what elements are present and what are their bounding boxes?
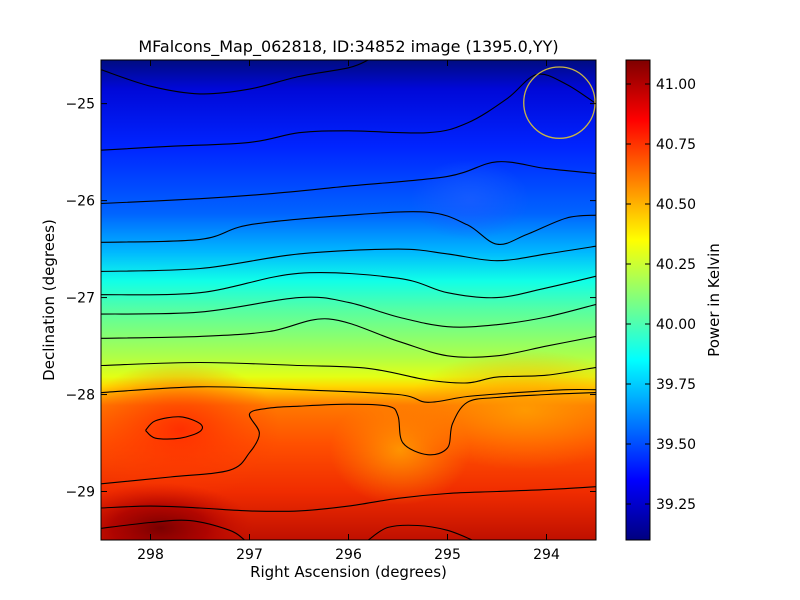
y-tick-label: −29 [65,485,95,501]
plot-area [101,60,596,540]
colorbar-tick-label: 39.75 [656,377,696,393]
colorbar-tick-label: 40.50 [656,197,696,213]
colorbar-tick-label: 41.00 [656,77,696,93]
contour-line-1 [101,60,369,95]
contour-line-14 [101,519,245,540]
x-axis: 298 297 296 295 294 [137,60,560,563]
heatmap-warm-region [101,360,280,500]
x-tick-label: 296 [335,547,362,563]
heatmap-blue-region [410,160,530,240]
chart-title: MFalcons_Map_062818, ID:34852 image (139… [138,37,558,57]
colorbar-tick-label: 39.25 [656,497,696,513]
contour-lines [101,60,596,540]
y-axis-label: Declination (degrees) [40,219,58,381]
x-tick-label: 298 [137,547,164,563]
colorbar-tick-label: 40.75 [656,137,696,153]
contour-line-5 [101,245,596,272]
y-tick-label: −25 [65,97,95,113]
contour-line-2 [101,73,596,151]
contour-line-13 [101,486,596,512]
colorbar-ticks: 39.25 39.50 39.75 40.00 40.25 40.50 40.75 41.00 [626,77,696,513]
y-tick-label: −28 [65,388,95,404]
colorbar-label: Power in Kelvin [705,243,723,357]
contour-line-7 [101,296,596,328]
colorbar-gradient-bar [626,60,650,540]
colorbar-tick-label: 39.50 [656,437,696,453]
colorbar: 39.25 39.50 39.75 40.00 40.25 40.50 40.75 41.00… [625,59,723,541]
contour-line-6 [101,272,596,299]
contour-line-8 [101,318,596,358]
y-axis: −25 −26 −27 −28 −29 [65,97,596,501]
x-tick-label: 297 [236,547,263,563]
heatmap-orange-region-center [330,395,470,505]
colorbar-tick-label: 40.00 [656,317,696,333]
colorbar-tick-label: 40.25 [656,257,696,273]
contour-line-12 [145,416,204,440]
y-tick-label: −26 [65,194,95,210]
y-tick-label: −27 [65,291,95,307]
colorbar-frame [625,59,651,541]
x-tick-label: 295 [434,547,461,563]
contour-line-15 [367,524,473,540]
marker-circle [523,66,596,139]
contour-line-9 [101,361,596,384]
contour-line-10 [101,386,596,403]
contour-line-3 [101,161,596,205]
contour-line-4 [101,211,596,246]
x-tick-label: 294 [533,547,560,563]
contour-line-11 [101,392,596,485]
x-axis-label: Right Ascension (degrees) [250,563,447,581]
